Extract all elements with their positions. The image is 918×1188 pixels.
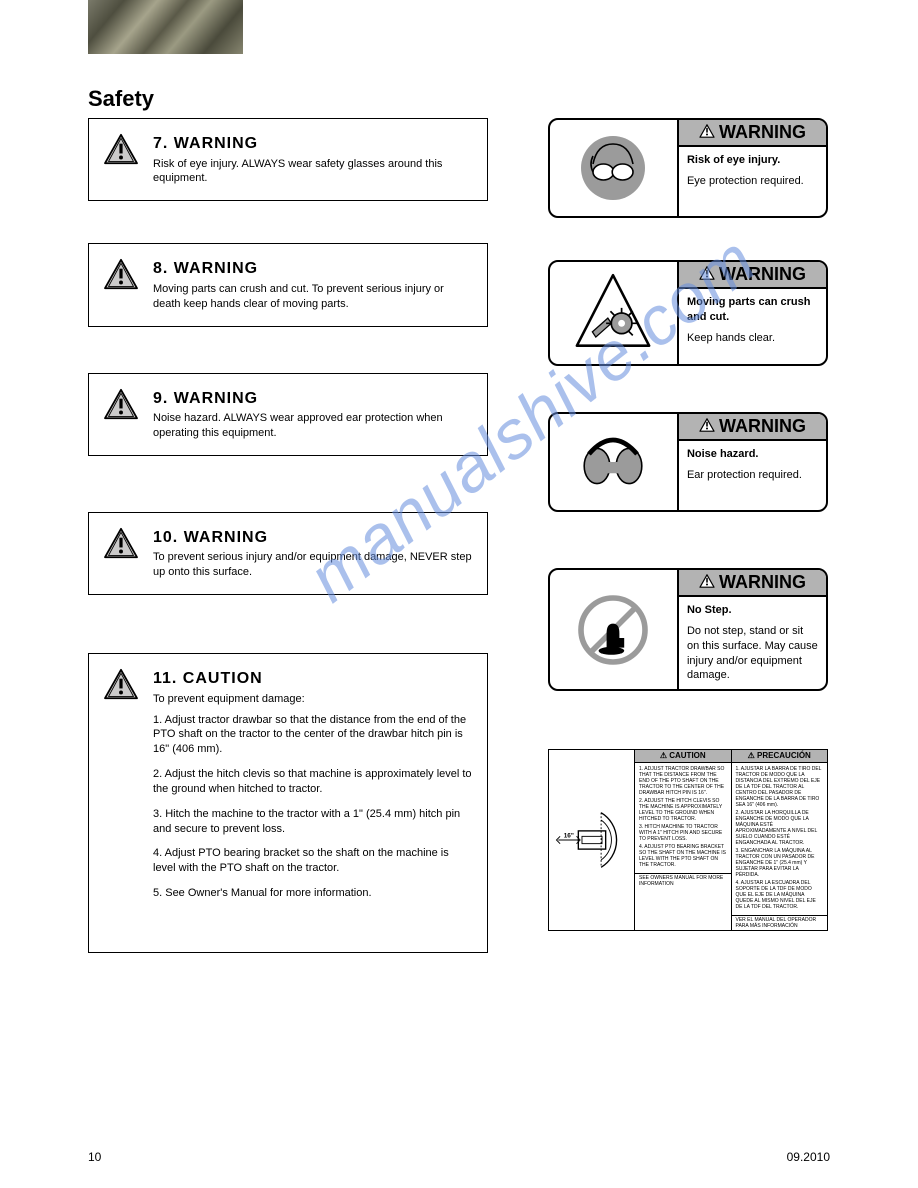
warning-label-body: Moving parts can crush and cut. Keep han… (679, 289, 826, 352)
caution-label-header-en: ⚠ CAUTION (635, 750, 731, 763)
page-title: Safety (88, 86, 830, 112)
warning-box-7: 7. WARNING Risk of eye injury. ALWAYS we… (88, 118, 488, 201)
warning-label-header: WARNING (679, 570, 826, 597)
revision: 09.2010 (787, 1150, 830, 1164)
warning-label-icon (550, 570, 677, 689)
warning-label-10: WARNING No Step. Do not step, stand or s… (548, 568, 828, 691)
caution-label-header-es: ⚠ PRECAUCIÓN (732, 750, 828, 763)
warning-text: 7. WARNING Risk of eye injury. ALWAYS we… (153, 133, 473, 186)
caution-box-11: 11. CAUTION To prevent equipment damage:… (88, 653, 488, 953)
warning-label-icon (550, 414, 677, 510)
svg-text:16": 16" (563, 832, 573, 839)
caution-text: 11. CAUTION To prevent equipment damage:… (153, 668, 473, 911)
warning-triangle-icon (103, 133, 139, 165)
page-number: 10 (88, 1150, 101, 1164)
warning-label-8: WARNING Moving parts can crush and cut. … (548, 260, 828, 366)
warning-text: 9. WARNING Noise hazard. ALWAYS wear app… (153, 388, 473, 441)
warning-box-8: 8. WARNING Moving parts can crush and cu… (88, 243, 488, 326)
warning-label-body: No Step. Do not step, stand or sit on th… (679, 597, 826, 689)
warning-box-9: 9. WARNING Noise hazard. ALWAYS wear app… (88, 373, 488, 456)
caution-label-11: 16" ⚠ CAUTION 1. ADJUST TRACTOR DRAWBAR … (548, 749, 828, 931)
warning-label-header: WARNING (679, 414, 826, 441)
warning-text: 10. WARNING To prevent serious injury an… (153, 527, 473, 580)
caution-diagram-icon: 16" (549, 750, 635, 930)
warning-label-7: WARNING Risk of eye injury. Eye protecti… (548, 118, 828, 218)
warning-label-body: Noise hazard. Ear protection required. (679, 441, 826, 489)
warning-label-icon (550, 262, 677, 364)
warning-triangle-icon (103, 527, 139, 559)
header-thumbnail (88, 0, 243, 54)
warning-label-header: WARNING (679, 120, 826, 147)
warning-triangle-icon (103, 668, 139, 700)
warning-label-header: WARNING (679, 262, 826, 289)
warning-label-icon (550, 120, 677, 216)
warning-label-body: Risk of eye injury. Eye protection requi… (679, 147, 826, 195)
warning-label-9: WARNING Noise hazard. Ear protection req… (548, 412, 828, 512)
warning-triangle-icon (103, 258, 139, 290)
warning-box-10: 10. WARNING To prevent serious injury an… (88, 512, 488, 595)
warning-triangle-icon (103, 388, 139, 420)
warning-text: 8. WARNING Moving parts can crush and cu… (153, 258, 473, 311)
